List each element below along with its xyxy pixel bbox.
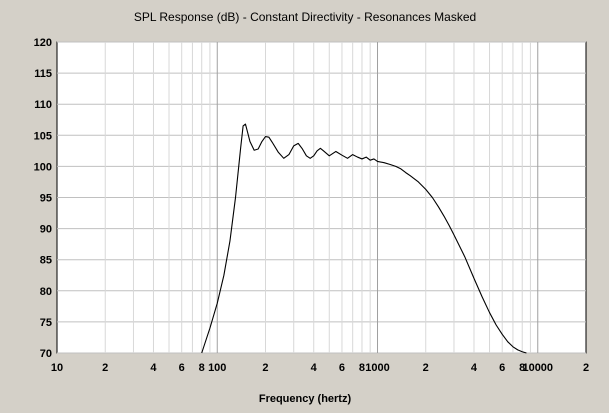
x-axis-label: Frequency (hertz): [259, 393, 352, 405]
y-tick-label: 120: [34, 37, 52, 49]
y-tick-label: 115: [34, 68, 52, 80]
x-tick-label: 2: [262, 362, 268, 374]
x-tick-label: 10000: [522, 362, 553, 374]
x-tick-label: 8: [199, 362, 205, 374]
x-tick-label: 6: [499, 362, 505, 374]
y-tick-label: 75: [40, 317, 52, 329]
series-layer: [201, 123, 527, 354]
y-tick-label: 85: [40, 255, 52, 267]
x-tick-label: 1000: [365, 362, 389, 374]
x-tick-label: 10: [51, 362, 63, 374]
x-tick-label: 2: [583, 362, 589, 374]
y-tick-label: 110: [34, 99, 52, 111]
chart-title: SPL Response (dB) - Constant Directivity…: [134, 10, 476, 24]
x-tick-label: 2: [423, 362, 429, 374]
y-axis-ticks: 70 75 80 85 90 95 100 105 110 115 120: [34, 37, 52, 360]
x-tick-label: 4: [471, 362, 478, 374]
y-tick-label: 105: [34, 130, 52, 142]
grid-lines: [57, 41, 586, 354]
x-tick-label: 8: [519, 362, 525, 374]
x-tick-label: 6: [179, 362, 185, 374]
x-tick-label: 6: [339, 362, 345, 374]
y-tick-label: 100: [34, 161, 52, 173]
y-tick-label: 95: [40, 193, 52, 205]
x-tick-label: 8: [359, 362, 365, 374]
x-tick-label: 4: [150, 362, 157, 374]
y-tick-label: 70: [40, 348, 52, 360]
y-tick-label: 80: [40, 286, 52, 298]
y-tick-label: 90: [40, 224, 52, 236]
x-tick-label: 2: [102, 362, 108, 374]
x-tick-label: 100: [208, 362, 226, 374]
x-tick-label: 4: [311, 362, 318, 374]
spl-response-line: [201, 123, 527, 354]
